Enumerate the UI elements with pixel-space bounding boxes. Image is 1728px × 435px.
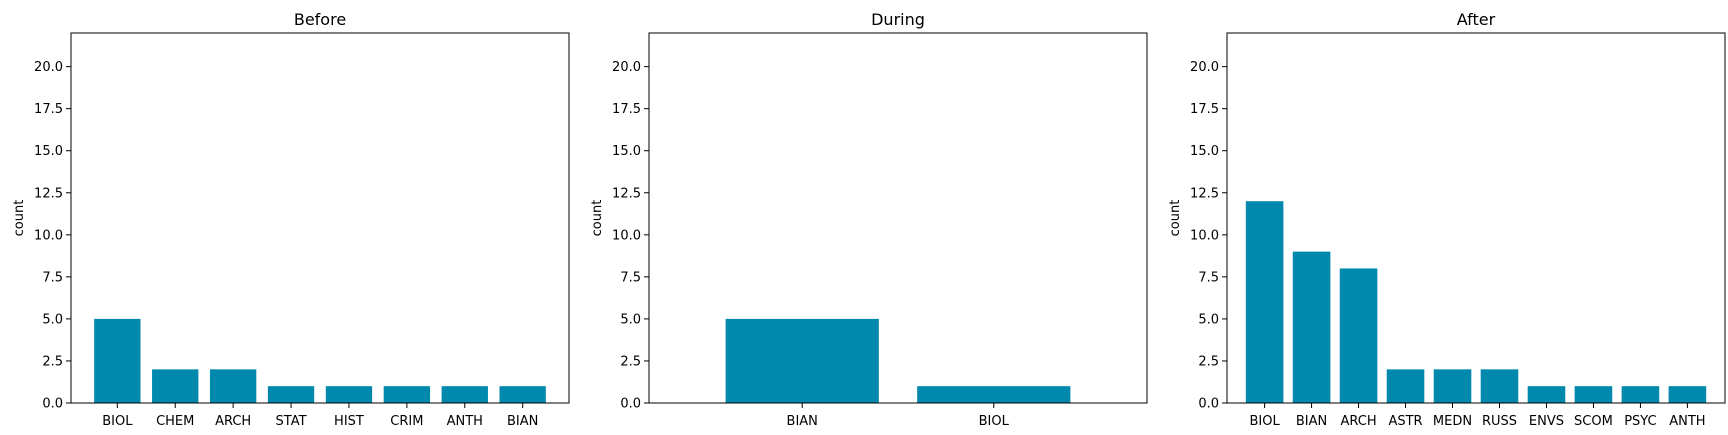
y-tick-label: 2.5 xyxy=(1198,354,1219,369)
y-tick-label: 20.0 xyxy=(1190,60,1219,75)
x-tick-label-arch: ARCH xyxy=(215,414,251,429)
y-tick-label: 10.0 xyxy=(34,228,63,243)
y-axis-label: count xyxy=(12,200,27,237)
y-tick-label: 5.0 xyxy=(620,312,641,327)
x-tick-label-bian: BIAN xyxy=(787,414,818,429)
bar-chem xyxy=(152,369,199,403)
x-tick-label-anth: ANTH xyxy=(1669,414,1705,429)
x-tick-label-crim: CRIM xyxy=(390,414,423,429)
y-tick-label: 10.0 xyxy=(612,228,641,243)
bar-biol xyxy=(1245,201,1284,403)
bar-astr xyxy=(1386,369,1425,403)
axes-frame xyxy=(1226,32,1726,404)
y-tick-label: 7.5 xyxy=(42,270,63,285)
chart-title: Before xyxy=(294,10,346,29)
y-tick-label: 7.5 xyxy=(620,270,641,285)
chart-title: During xyxy=(871,10,925,29)
y-tick-label: 10.0 xyxy=(1190,228,1219,243)
x-tick-label-biol: BIOL xyxy=(102,414,133,429)
x-tick-label-envs: ENVS xyxy=(1529,414,1564,429)
y-tick-label: 12.5 xyxy=(612,186,641,201)
bar-biol xyxy=(917,386,1071,403)
y-tick-label: 20.0 xyxy=(34,60,63,75)
x-tick-label-psyc: PSYC xyxy=(1624,414,1656,429)
bar-russ xyxy=(1480,369,1519,403)
x-tick-label-stat: STAT xyxy=(276,414,307,429)
y-tick-label: 17.5 xyxy=(612,102,641,117)
bar-biol xyxy=(94,318,141,403)
bar-bian xyxy=(725,318,879,403)
bar-arch xyxy=(1339,268,1378,403)
axes-frame xyxy=(70,32,570,404)
x-tick-label-hist: HIST xyxy=(334,414,364,429)
y-tick-label: 7.5 xyxy=(1198,270,1219,285)
x-tick-label-russ: RUSS xyxy=(1482,414,1517,429)
y-tick-label: 5.0 xyxy=(42,312,63,327)
y-tick-label: 15.0 xyxy=(1190,144,1219,159)
y-tick-label: 12.5 xyxy=(1190,186,1219,201)
chart-panel-during: 0.0 2.5 5.0 7.5 10.0 12.5 15.0 17.5 20.0 BIAN BIOL… xyxy=(590,10,1148,429)
y-tick-label: 15.0 xyxy=(34,144,63,159)
chart-panel-after: 0.0 2.5 5.0 7.5 10.0 12.5 15.0 17.5 20.0 BIOL BIAN… xyxy=(1168,10,1726,429)
y-axis-label: count xyxy=(590,200,605,237)
bar-anth xyxy=(441,386,488,403)
y-tick-label: 0.0 xyxy=(42,397,63,412)
y-tick-label: 15.0 xyxy=(612,144,641,159)
x-tick-label-scom: SCOM xyxy=(1574,414,1613,429)
bar-medn xyxy=(1433,369,1472,403)
bar-envs xyxy=(1527,386,1566,403)
bar-anth xyxy=(1668,386,1707,403)
x-tick-label-chem: CHEM xyxy=(156,414,194,429)
bar-psyc xyxy=(1621,386,1660,403)
y-tick-label: 17.5 xyxy=(34,102,63,117)
y-tick-label: 2.5 xyxy=(620,354,641,369)
chart-panel-before: 0.0 2.5 5.0 7.5 10.0 12.5 15.0 17.5 20.0 BIOL CHEM… xyxy=(12,10,570,429)
x-tick-label-medn: MEDN xyxy=(1433,414,1472,429)
bar-bian xyxy=(1292,251,1331,403)
y-tick-label: 0.0 xyxy=(1198,397,1219,412)
y-tick-label: 20.0 xyxy=(612,60,641,75)
y-tick-label: 12.5 xyxy=(34,186,63,201)
bar-crim xyxy=(383,386,431,403)
bar-scom xyxy=(1574,386,1613,403)
x-tick-label-astr: ASTR xyxy=(1388,414,1422,429)
chart-title: After xyxy=(1457,10,1496,29)
bar-hist xyxy=(325,386,373,403)
y-tick-label: 0.0 xyxy=(620,397,641,412)
x-tick-label-arch: ARCH xyxy=(1340,414,1376,429)
x-tick-label-bian: BIAN xyxy=(1296,414,1327,429)
bar-stat xyxy=(267,386,315,403)
y-tick-label: 5.0 xyxy=(1198,312,1219,327)
y-tick-label: 17.5 xyxy=(1190,102,1219,117)
x-tick-label-bian: BIAN xyxy=(507,414,538,429)
x-tick-label-biol: BIOL xyxy=(1249,414,1280,429)
bar-arch xyxy=(209,369,257,403)
bar-bian xyxy=(499,386,546,403)
axes-frame xyxy=(648,32,1148,404)
y-tick-label: 2.5 xyxy=(42,354,63,369)
y-axis-label: count xyxy=(1168,200,1183,237)
x-tick-label-anth: ANTH xyxy=(447,414,483,429)
x-tick-label-biol: BIOL xyxy=(979,414,1010,429)
